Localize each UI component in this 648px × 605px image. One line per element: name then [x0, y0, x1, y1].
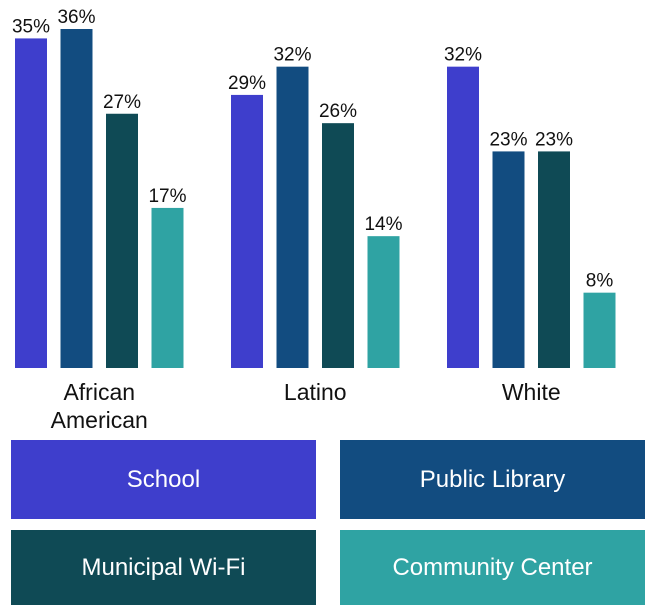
- bar: [447, 66, 479, 369]
- bar: [15, 38, 47, 369]
- bar: [151, 207, 184, 368]
- legend-entry: Community Center: [340, 530, 645, 605]
- bar: [276, 66, 309, 369]
- legend-entry: Municipal Wi-Fi: [11, 530, 316, 605]
- value-label: 14%: [364, 214, 402, 235]
- bar: [583, 292, 616, 368]
- bar: [538, 151, 570, 368]
- bar: [106, 113, 138, 368]
- value-label: 36%: [57, 7, 95, 28]
- x-tick-label: Latino: [283, 379, 347, 405]
- bar: [367, 236, 400, 368]
- x-tick-label: African American: [50, 379, 148, 433]
- value-label: 27%: [103, 92, 141, 113]
- bar: [231, 94, 263, 369]
- value-label: 29%: [228, 73, 266, 94]
- value-label: 32%: [444, 45, 482, 66]
- legend-entry: School: [11, 440, 316, 519]
- value-label: 35%: [12, 16, 50, 37]
- value-label: 17%: [148, 186, 186, 207]
- value-label: 8%: [586, 271, 614, 292]
- value-label: 23%: [489, 129, 527, 150]
- value-label: 23%: [535, 129, 573, 150]
- legend-entry: Public Library: [340, 440, 645, 519]
- value-label: 32%: [273, 45, 311, 66]
- plot: 35% 36% 27% 17% 29% 32% 26% 14% 32% 23% 23% 8%: [12, 7, 616, 369]
- x-tick-label: White: [501, 379, 561, 405]
- bar: [322, 123, 354, 369]
- bar: [492, 151, 525, 368]
- bar: [60, 29, 93, 368]
- value-label: 26%: [319, 101, 357, 122]
